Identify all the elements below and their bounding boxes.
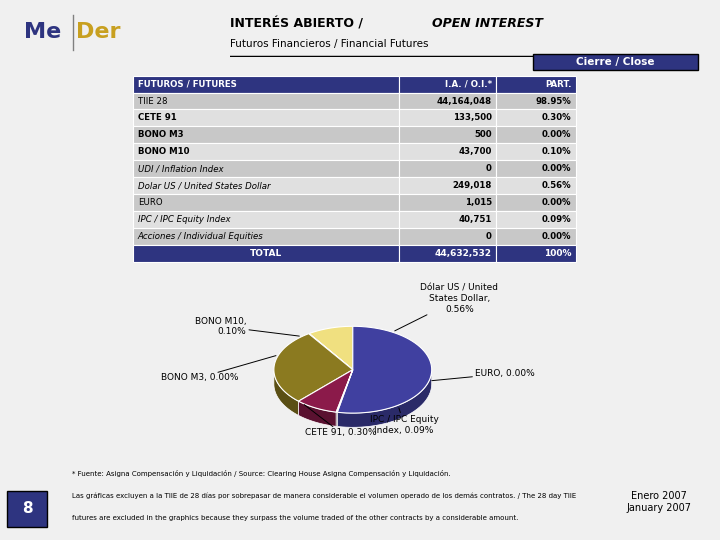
FancyBboxPatch shape [133,126,399,143]
FancyBboxPatch shape [496,76,576,92]
Text: BONO M10: BONO M10 [138,147,189,156]
Polygon shape [337,370,432,427]
Text: EURO, 0.00%: EURO, 0.00% [432,369,535,381]
Text: Las gráficas excluyen a la TIIE de 28 días por sobrepasar de manera considerable: Las gráficas excluyen a la TIIE de 28 dí… [72,492,576,499]
FancyBboxPatch shape [399,160,496,177]
Text: 98.95%: 98.95% [536,97,572,105]
Text: IPC / IPC Equity
Index, 0.09%: IPC / IPC Equity Index, 0.09% [369,408,438,435]
FancyBboxPatch shape [399,76,496,92]
Polygon shape [299,370,353,412]
FancyBboxPatch shape [496,211,576,228]
Text: TIIE 28: TIIE 28 [138,97,167,105]
Text: TOTAL: TOTAL [250,249,282,258]
Text: FUTUROS / FUTURES: FUTUROS / FUTURES [138,79,236,89]
FancyBboxPatch shape [496,126,576,143]
Text: PART.: PART. [545,79,572,89]
Text: 100%: 100% [544,249,572,258]
Text: futures are excluded in the graphics because they surpass the volume traded of t: futures are excluded in the graphics bec… [72,515,518,521]
Text: Acciones / Individual Equities: Acciones / Individual Equities [138,232,264,241]
Polygon shape [309,326,353,370]
Text: INTERÉS ABIERTO /: INTERÉS ABIERTO / [230,17,368,30]
Text: 133,500: 133,500 [453,113,492,123]
Text: 0.00%: 0.00% [542,130,572,139]
FancyBboxPatch shape [133,92,399,110]
Text: Me: Me [24,22,61,43]
FancyBboxPatch shape [133,245,399,262]
FancyBboxPatch shape [496,194,576,211]
Polygon shape [337,326,432,413]
Text: UDI / Inflation Index: UDI / Inflation Index [138,164,223,173]
FancyBboxPatch shape [133,143,399,160]
FancyBboxPatch shape [399,126,496,143]
Polygon shape [336,370,353,412]
Text: 0.09%: 0.09% [542,215,572,224]
Text: Der: Der [76,22,120,43]
Text: CETE 91, 0.30%: CETE 91, 0.30% [305,404,377,437]
FancyBboxPatch shape [133,160,399,177]
Polygon shape [274,371,299,415]
Polygon shape [336,412,337,427]
Text: BONO M3: BONO M3 [138,130,184,139]
Text: 0.00%: 0.00% [542,198,572,207]
Text: BONO M3, 0.00%: BONO M3, 0.00% [161,356,276,382]
Text: Futuros Financieros / Financial Futures: Futuros Financieros / Financial Futures [230,39,429,49]
Text: BONO M10,
0.10%: BONO M10, 0.10% [194,316,300,336]
FancyBboxPatch shape [496,245,576,262]
FancyBboxPatch shape [399,194,496,211]
Text: 40,751: 40,751 [459,215,492,224]
Text: IPC / IPC Equity Index: IPC / IPC Equity Index [138,215,230,224]
Text: 500: 500 [474,130,492,139]
Polygon shape [274,334,353,401]
Text: OPEN INTEREST: OPEN INTEREST [432,17,542,30]
Text: 0.00%: 0.00% [542,164,572,173]
Text: 8: 8 [22,502,32,516]
Text: 0.10%: 0.10% [542,147,572,156]
Text: 0: 0 [486,232,492,241]
FancyBboxPatch shape [7,491,47,526]
Text: 44,164,048: 44,164,048 [437,97,492,105]
FancyBboxPatch shape [399,110,496,126]
Text: EURO: EURO [138,198,162,207]
Text: Dólar US / United
States Dollar,
0.56%: Dólar US / United States Dollar, 0.56% [395,284,498,331]
Text: 0.00%: 0.00% [542,232,572,241]
FancyBboxPatch shape [533,54,698,70]
Text: I.A. / O.I.*: I.A. / O.I.* [445,79,492,89]
FancyBboxPatch shape [133,110,399,126]
FancyBboxPatch shape [399,177,496,194]
Text: 0.56%: 0.56% [542,181,572,190]
Text: Cierre / Close: Cierre / Close [576,57,655,67]
Text: Enero 2007
January 2007: Enero 2007 January 2007 [626,491,691,513]
FancyBboxPatch shape [496,110,576,126]
FancyBboxPatch shape [133,228,399,245]
FancyBboxPatch shape [496,92,576,110]
FancyBboxPatch shape [399,92,496,110]
FancyBboxPatch shape [133,76,399,92]
FancyBboxPatch shape [133,177,399,194]
FancyBboxPatch shape [399,211,496,228]
FancyBboxPatch shape [399,143,496,160]
FancyBboxPatch shape [496,228,576,245]
FancyBboxPatch shape [133,194,399,211]
FancyBboxPatch shape [496,177,576,194]
Text: 249,018: 249,018 [452,181,492,190]
FancyBboxPatch shape [496,143,576,160]
FancyBboxPatch shape [399,228,496,245]
Polygon shape [309,334,353,370]
Text: 0: 0 [486,164,492,173]
Polygon shape [299,401,336,427]
Text: CETE 91: CETE 91 [138,113,176,123]
Text: 0.30%: 0.30% [542,113,572,123]
Text: 1,015: 1,015 [464,198,492,207]
Text: * Fuente: Asigna Compensación y Liquidación / Source: Clearing House Asigna Comp: * Fuente: Asigna Compensación y Liquidac… [72,470,451,477]
FancyBboxPatch shape [399,245,496,262]
Text: Dolar US / United States Dollar: Dolar US / United States Dollar [138,181,270,190]
FancyBboxPatch shape [133,211,399,228]
FancyBboxPatch shape [496,160,576,177]
Text: 43,700: 43,700 [459,147,492,156]
Text: 44,632,532: 44,632,532 [435,249,492,258]
